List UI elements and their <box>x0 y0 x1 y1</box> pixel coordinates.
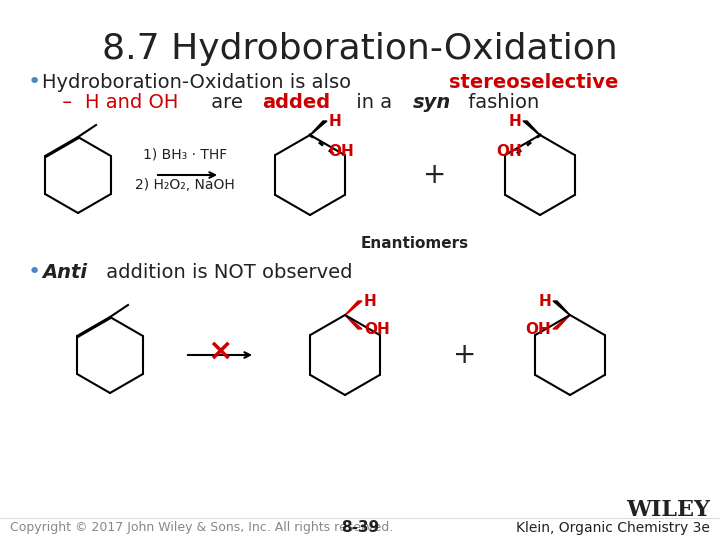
Text: +: + <box>454 341 477 369</box>
Polygon shape <box>310 121 327 135</box>
Text: ×: × <box>207 336 233 366</box>
Polygon shape <box>553 301 570 315</box>
Text: OH: OH <box>526 321 551 336</box>
Text: Hydroboration-Oxidation is also: Hydroboration-Oxidation is also <box>42 72 357 91</box>
Text: in a: in a <box>350 92 399 111</box>
Text: H and OH: H and OH <box>85 92 179 111</box>
Text: •: • <box>28 72 41 92</box>
Text: OH: OH <box>496 144 522 159</box>
Text: are: are <box>205 92 249 111</box>
Text: H: H <box>539 294 551 308</box>
Text: addition is NOT observed: addition is NOT observed <box>100 262 353 281</box>
Text: WILEY: WILEY <box>626 499 710 521</box>
Text: OH: OH <box>328 144 354 159</box>
Text: H: H <box>508 113 521 129</box>
Polygon shape <box>345 315 362 329</box>
Text: stereoselective: stereoselective <box>449 72 618 91</box>
Text: Copyright © 2017 John Wiley & Sons, Inc. All rights reserved.: Copyright © 2017 John Wiley & Sons, Inc.… <box>10 522 393 535</box>
Polygon shape <box>523 121 540 135</box>
Text: Enantiomers: Enantiomers <box>361 235 469 251</box>
Text: H: H <box>364 294 377 308</box>
Text: H: H <box>329 113 342 129</box>
Text: –: – <box>56 92 78 111</box>
Text: 2) H₂O₂, NaOH: 2) H₂O₂, NaOH <box>135 178 235 192</box>
Text: added: added <box>262 92 330 111</box>
Text: OH: OH <box>364 321 390 336</box>
Text: +: + <box>423 161 446 189</box>
Text: 1) BH₃ · THF: 1) BH₃ · THF <box>143 148 227 162</box>
Text: •: • <box>28 262 41 282</box>
Text: Anti: Anti <box>42 262 87 281</box>
Text: 8-39: 8-39 <box>341 521 379 536</box>
Text: Klein, Organic Chemistry 3e: Klein, Organic Chemistry 3e <box>516 521 710 535</box>
Polygon shape <box>553 315 570 329</box>
Text: 8.7 Hydroboration-Oxidation: 8.7 Hydroboration-Oxidation <box>102 32 618 66</box>
Text: fashion: fashion <box>462 92 539 111</box>
Text: syn: syn <box>413 92 451 111</box>
Polygon shape <box>345 301 362 315</box>
